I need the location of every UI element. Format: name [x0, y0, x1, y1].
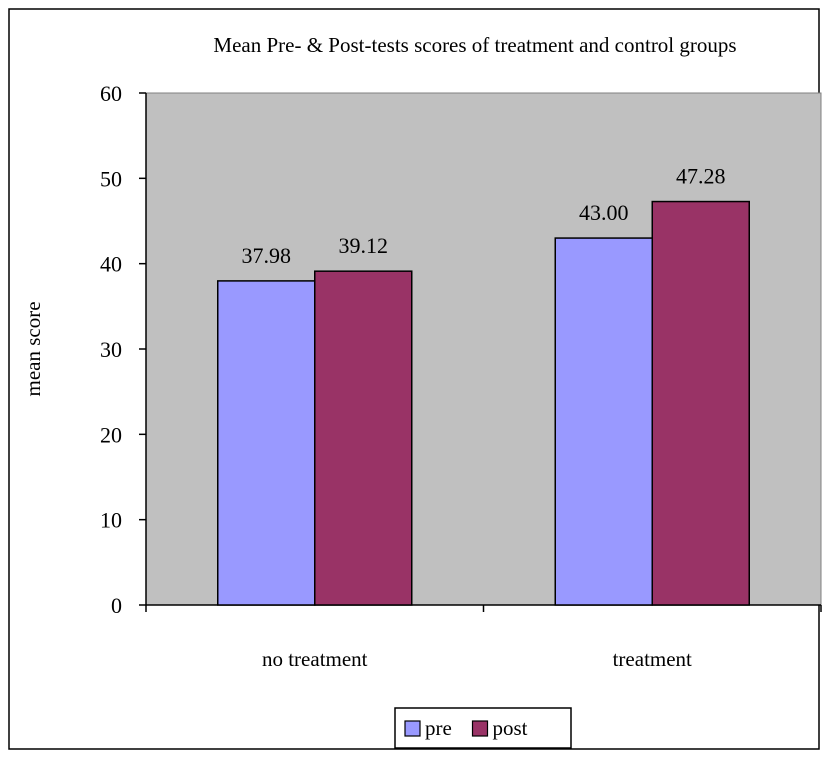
legend: pre post [394, 707, 572, 749]
legend-swatch-post [471, 720, 489, 737]
legend-swatch-pre [404, 720, 421, 737]
data-label: 43.00 [579, 200, 629, 225]
x-tick-label: treatment [613, 647, 692, 671]
bar-post [651, 200, 750, 606]
legend-label-post: post [493, 716, 528, 740]
y-tick-label: 50 [100, 166, 122, 191]
data-label: 47.28 [676, 164, 726, 189]
y-tick-label: 20 [100, 422, 122, 447]
legend-label-pre: pre [425, 716, 452, 740]
y-tick-label: 10 [100, 508, 122, 533]
bar-pre [217, 280, 316, 606]
data-labels: 37.98 39.12 43.00 47.28 [242, 164, 726, 268]
y-tick-label: 40 [100, 252, 122, 277]
data-label: 39.12 [339, 233, 389, 258]
bar-pre [554, 237, 653, 606]
y-axis-title: mean score [21, 301, 45, 396]
y-tick-label: 60 [100, 81, 122, 106]
y-tick-label: 0 [111, 593, 122, 618]
y-tick-label: 30 [100, 337, 122, 362]
data-label: 37.98 [242, 243, 292, 268]
bar-post [314, 270, 413, 606]
bar-group [217, 200, 750, 606]
y-axis: 0 10 20 30 40 50 60 [100, 81, 147, 618]
chart-title: Mean Pre- & Post-tests scores of treatme… [213, 33, 736, 57]
x-tick-label: no treatment [262, 647, 368, 671]
